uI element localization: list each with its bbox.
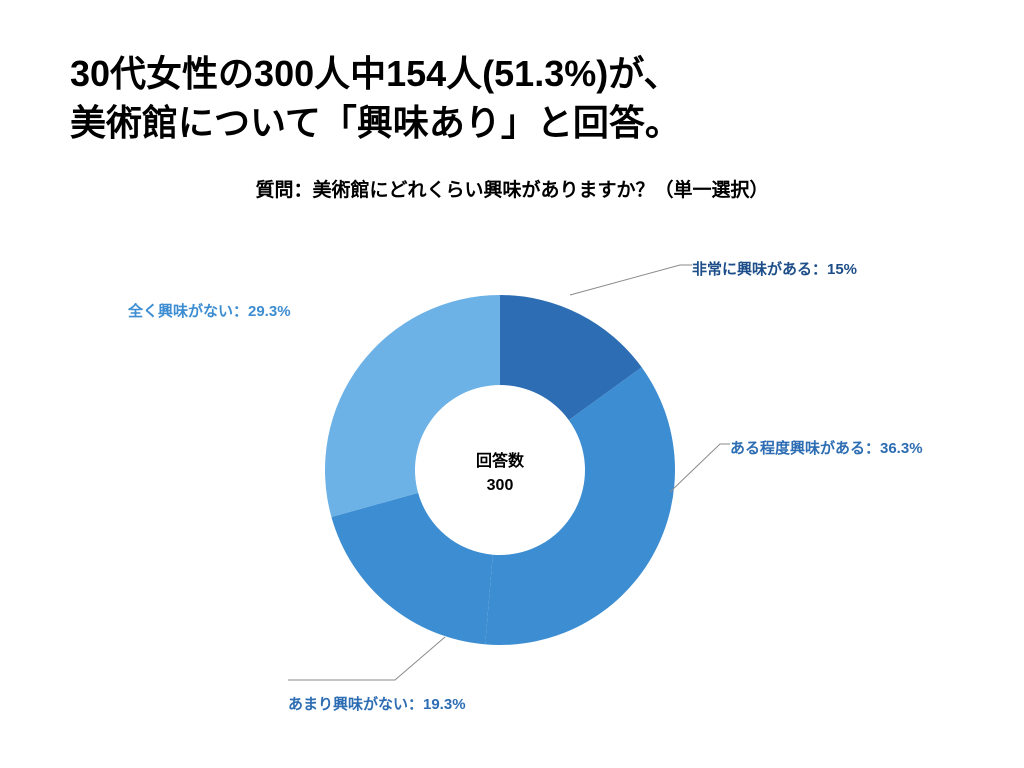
center-label-value: 300	[487, 477, 514, 494]
donut-chart	[0, 0, 1024, 768]
center-count-label: 回答数 300	[440, 450, 560, 498]
donut-slice	[331, 493, 492, 645]
leader-line	[570, 265, 692, 295]
leader-line	[288, 637, 445, 680]
slice-label: あまり興味がない：19.3%	[288, 693, 466, 714]
leader-line	[670, 444, 730, 492]
slice-label: 全く興味がない：29.3%	[128, 300, 291, 321]
center-label-text: 回答数	[476, 453, 524, 470]
slice-label: ある程度興味がある：36.3%	[730, 437, 923, 458]
slice-label: 非常に興味がある：15%	[692, 258, 857, 279]
